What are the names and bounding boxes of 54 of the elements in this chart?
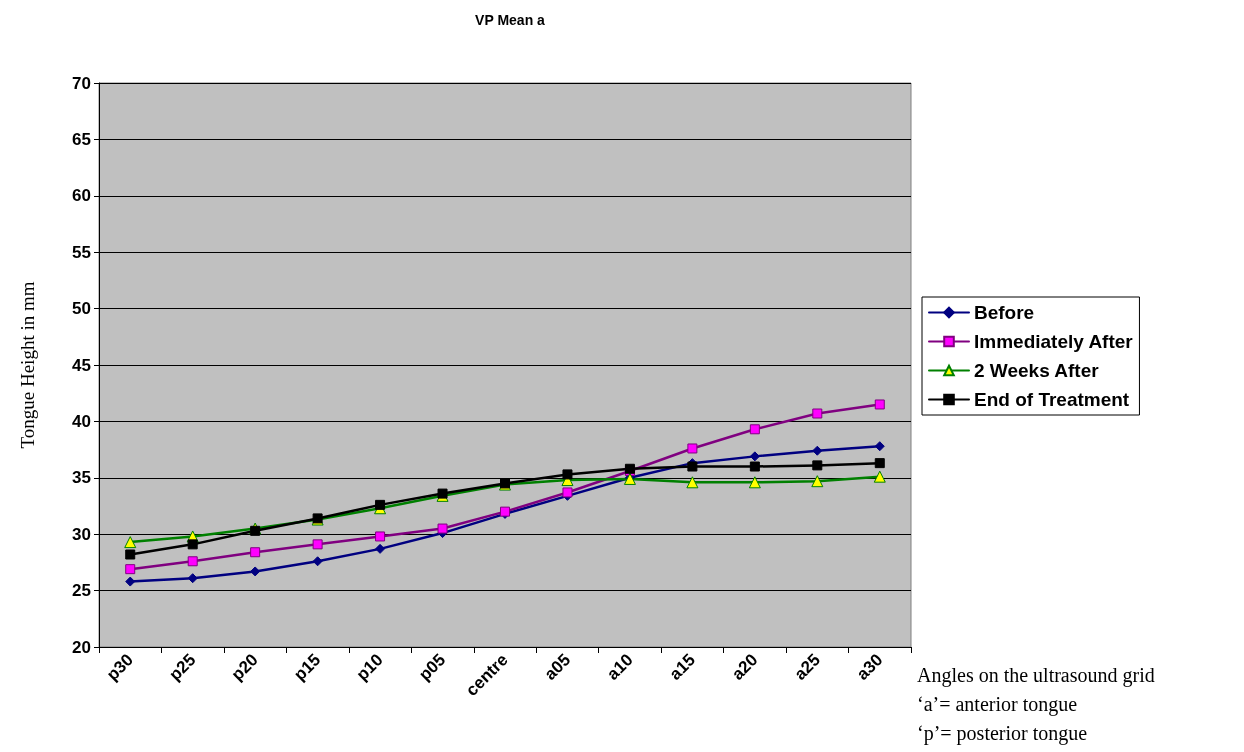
y-tick-label: 35 xyxy=(72,468,91,488)
y-tick-label: 30 xyxy=(72,524,91,544)
point xyxy=(375,499,386,510)
y-tick-label: 45 xyxy=(72,355,91,375)
y-tick-label: 20 xyxy=(72,637,91,657)
legend-label: 2 Weeks After xyxy=(974,360,1100,381)
point xyxy=(375,543,386,554)
point xyxy=(811,475,824,488)
y-tick-label: 60 xyxy=(72,186,91,206)
point xyxy=(873,470,886,483)
point xyxy=(250,547,261,558)
point xyxy=(812,408,823,419)
point xyxy=(812,445,823,456)
point xyxy=(562,469,573,480)
x-tick-label: a15 xyxy=(665,650,700,684)
y-tick-label: 50 xyxy=(72,299,91,319)
point xyxy=(187,539,198,550)
point xyxy=(812,460,823,471)
point xyxy=(874,441,885,452)
chart-title: VP Mean a xyxy=(475,12,546,28)
legend-label: Immediately After xyxy=(974,331,1134,352)
point xyxy=(874,458,885,469)
point xyxy=(749,424,760,435)
point xyxy=(312,556,323,567)
point xyxy=(748,476,761,489)
point xyxy=(686,476,699,489)
point xyxy=(124,536,137,549)
point xyxy=(874,399,885,410)
y-axis-title: Tongue Height in mm xyxy=(17,281,38,449)
point xyxy=(375,531,386,542)
y-tick-label: 25 xyxy=(72,581,91,601)
point xyxy=(125,564,136,575)
point xyxy=(687,443,698,454)
x-tick-label: a05 xyxy=(540,650,575,684)
x-tick-label: a30 xyxy=(853,650,887,684)
point xyxy=(749,451,760,462)
point xyxy=(312,539,323,550)
y-tick-label: 70 xyxy=(72,73,91,93)
y-tick-label: 55 xyxy=(72,242,91,262)
y-tick-label: 65 xyxy=(72,129,91,149)
x-tick-label: a10 xyxy=(603,650,637,684)
point xyxy=(250,566,261,577)
point xyxy=(187,556,198,567)
x-axis-title: Angles on the ultrasound grid ‘a’= anterior tongue ‘p’= posterior tongue xyxy=(917,663,1155,745)
y-tick-label: 40 xyxy=(72,411,91,431)
point xyxy=(437,523,448,534)
x-tick-label: a20 xyxy=(728,650,762,684)
point xyxy=(187,573,198,584)
point xyxy=(125,549,136,560)
legend-label: End of Treatment xyxy=(974,389,1130,410)
point xyxy=(125,576,136,587)
point xyxy=(749,461,760,472)
x-tick-label: a25 xyxy=(790,650,825,684)
legend-label: Before xyxy=(974,302,1035,323)
